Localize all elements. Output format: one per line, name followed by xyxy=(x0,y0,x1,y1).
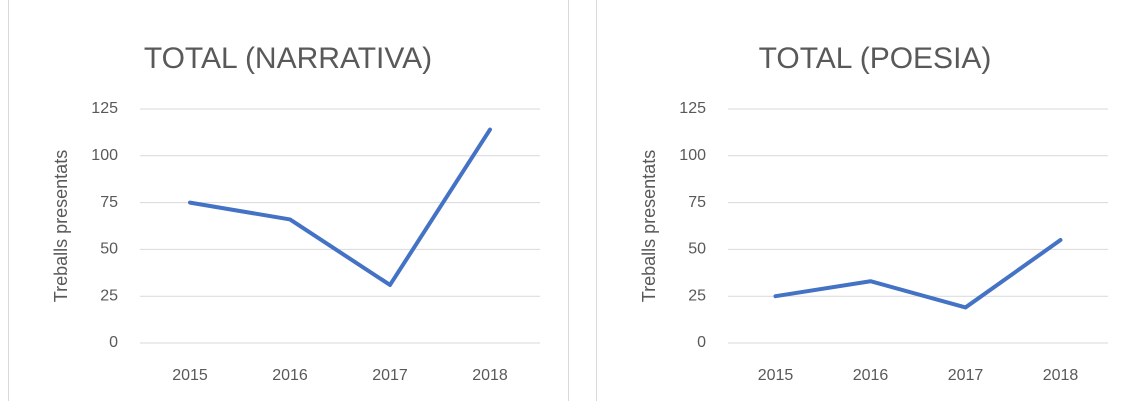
y-tick-label: 125 xyxy=(91,100,118,117)
y-tick-label: 75 xyxy=(688,194,706,211)
x-tick-label: 2017 xyxy=(372,367,408,384)
x-tick-label: 2018 xyxy=(1043,367,1079,384)
y-tick-label: 50 xyxy=(688,241,706,258)
y-tick-label: 25 xyxy=(688,287,706,304)
data-line xyxy=(188,127,492,287)
chart-panel xyxy=(596,0,1133,401)
y-tick-label: 0 xyxy=(697,334,706,351)
chart-title: TOTAL (POESIA) xyxy=(759,42,992,75)
x-tick-label: 2018 xyxy=(472,367,508,384)
x-tick-label: 2016 xyxy=(853,367,889,384)
y-tick-label: 100 xyxy=(91,147,118,164)
chart-panel xyxy=(8,0,569,401)
x-tick-label: 2017 xyxy=(948,367,984,384)
y-axis-title: Treballs presentats xyxy=(639,150,659,302)
data-line xyxy=(773,238,1063,310)
x-tick-label: 2015 xyxy=(172,367,208,384)
y-tick-label: 25 xyxy=(100,287,118,304)
y-tick-label: 75 xyxy=(100,194,118,211)
x-tick-label: 2016 xyxy=(272,367,308,384)
chart-title: TOTAL (NARRATIVA) xyxy=(144,42,432,75)
y-tick-label: 125 xyxy=(679,100,706,117)
y-tick-label: 50 xyxy=(100,241,118,258)
y-tick-label: 0 xyxy=(109,334,118,351)
y-axis-title: Treballs presentats xyxy=(51,150,71,302)
x-tick-label: 2015 xyxy=(758,367,794,384)
y-tick-label: 100 xyxy=(679,147,706,164)
